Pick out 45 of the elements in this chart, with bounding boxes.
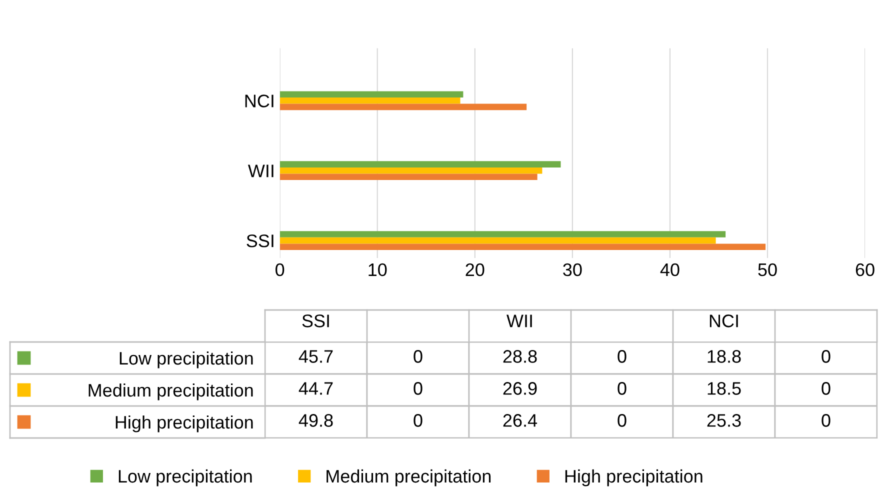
data-label: 18.8 (708, 350, 741, 363)
data-label: 44.7 (298, 382, 333, 395)
data-label: 45.7 (298, 350, 333, 363)
x-tick-label: 0 (276, 263, 284, 276)
x-tick-label: 20 (466, 263, 484, 276)
y-tick-label: Low precipitation (120, 351, 253, 368)
data-label: 0 (822, 414, 830, 427)
x-tick-label: 10 (368, 263, 387, 276)
y-tick-label: High precipitation (116, 415, 253, 432)
bar (280, 104, 527, 110)
bar (280, 174, 538, 180)
bar (280, 98, 460, 104)
data-label: 18.5 (708, 382, 741, 395)
data-label: 0 (618, 382, 626, 395)
legend-label: High precipitation (565, 469, 702, 486)
data-label: 0 (414, 382, 422, 395)
data-label: 0 (822, 350, 830, 363)
data-label: 0 (414, 350, 422, 363)
y-tick-label: WII (248, 164, 274, 178)
data-label: 0 (618, 414, 626, 427)
bar (280, 161, 561, 168)
x-tick-label: NCI (710, 314, 738, 328)
x-tick-label: 50 (758, 263, 777, 276)
bar (280, 167, 542, 174)
x-tick-label: 40 (660, 263, 680, 276)
y-tick-label: SSI (246, 234, 274, 248)
data-label: 0 (618, 350, 626, 363)
x-tick-label: 60 (856, 263, 874, 276)
data-label: 25.3 (707, 414, 741, 427)
x-tick-label: WII (506, 314, 532, 328)
data-label: 28.8 (503, 350, 537, 363)
x-tick-label: 30 (563, 263, 582, 276)
bar (280, 244, 766, 250)
data-label: 0 (822, 382, 830, 395)
y-tick-label: Medium precipitation (88, 383, 253, 400)
data-label: 26.9 (503, 382, 537, 395)
bar (280, 237, 716, 244)
data-label: 49.8 (298, 414, 333, 427)
x-tick-label: SSI (302, 314, 329, 328)
y-tick-label: NCI (245, 94, 274, 108)
bar (280, 91, 464, 98)
bar (280, 231, 726, 238)
data-label: 0 (414, 414, 422, 427)
data-label: 26.4 (503, 414, 538, 427)
legend-label: Medium precipitation (326, 469, 491, 486)
